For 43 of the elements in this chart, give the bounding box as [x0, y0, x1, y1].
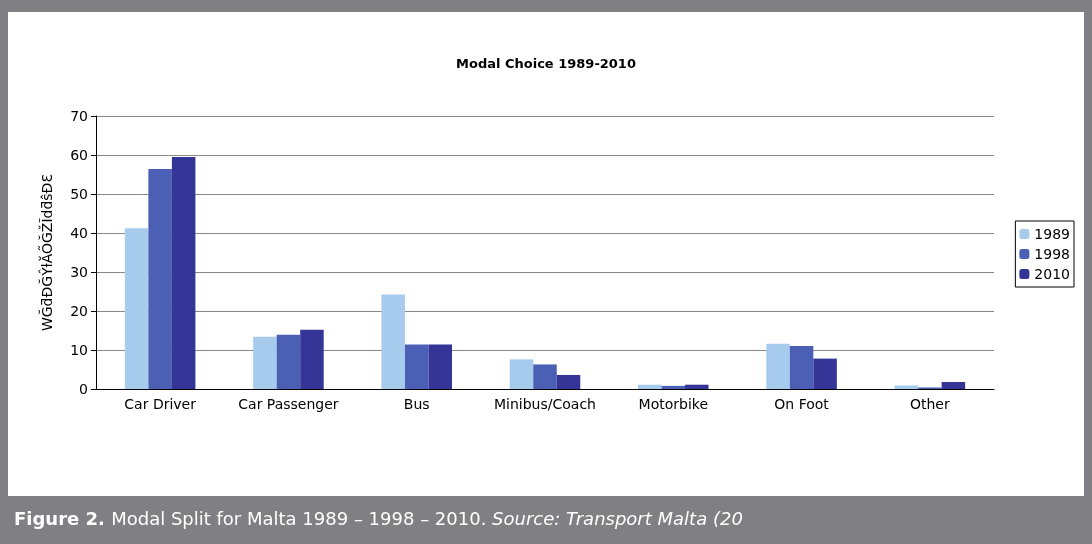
- y-tick-label: 60: [70, 147, 88, 163]
- y-tick-label: 30: [70, 264, 88, 280]
- bar: [941, 381, 966, 389]
- y-tick-label: 0: [79, 381, 88, 397]
- bar: [381, 294, 405, 389]
- y-tick-label: 40: [70, 225, 88, 241]
- source-note: Source: Transport Malta (20: [492, 508, 743, 529]
- bar: [171, 156, 196, 389]
- x-tick-label: Bus: [403, 396, 430, 412]
- bar: [766, 343, 790, 389]
- bar: [253, 336, 277, 389]
- bar: [276, 334, 301, 389]
- legend-label: 1989: [1034, 226, 1071, 242]
- x-tick-label: Motorbike: [638, 396, 709, 412]
- x-tick-label: Other: [909, 396, 950, 412]
- bar: [404, 344, 429, 389]
- text: Modal Split for Malta 1989 – 1998 – 2010.: [111, 508, 488, 529]
- bar: [894, 385, 919, 389]
- bar: [428, 344, 452, 389]
- bar: [300, 329, 324, 389]
- x-tick-label: On Foot: [774, 396, 830, 412]
- legend-label: 1998: [1034, 246, 1071, 262]
- bar: [813, 358, 837, 389]
- bar: [685, 384, 709, 389]
- y-tick-label: 70: [70, 108, 88, 124]
- bar: [556, 374, 581, 389]
- y-tick-label: 20: [70, 303, 88, 319]
- x-tick-label: Car Passenger: [238, 396, 339, 412]
- bar: [661, 385, 686, 389]
- y-tick-label: 50: [70, 186, 88, 202]
- x-tick-label: Minibus/Coach: [494, 396, 596, 412]
- y-axis-title: WĞƌĐĞŶƚĂŐĞŽĨdƌŝƉƐ: [38, 173, 55, 332]
- chart-title: Modal Choice 1989-2010: [456, 56, 636, 71]
- x-tick-label: Car Driver: [124, 396, 197, 412]
- caption: Figure 2.: [14, 508, 106, 529]
- bar: [789, 346, 814, 389]
- bar: [638, 384, 662, 389]
- legend-label: 2010: [1034, 266, 1071, 282]
- bar: [148, 169, 172, 389]
- bar: [509, 359, 534, 389]
- bar: [533, 364, 557, 389]
- y-tick-label: 10: [70, 342, 88, 358]
- bar: [124, 228, 149, 389]
